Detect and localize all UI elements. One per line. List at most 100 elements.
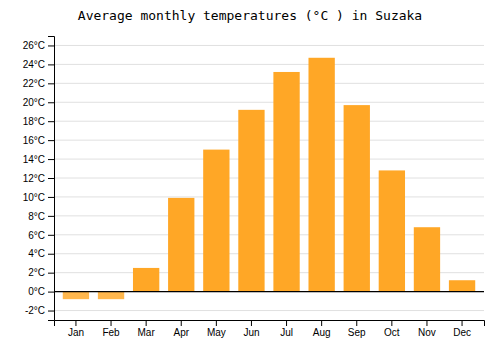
tick-mark [356, 320, 357, 326]
grid-line [54, 178, 484, 179]
tick: 10°C [23, 192, 54, 203]
bar [238, 110, 264, 292]
tick-label: 22°C [23, 78, 45, 89]
tick-mark [48, 159, 54, 160]
tick-label: 8°C [28, 211, 45, 222]
tick-label: 0°C [28, 286, 45, 297]
grid-line [54, 159, 484, 160]
bar [133, 268, 159, 292]
plot: -2°C 0°C 2°C 4°C 6°C 8°C 10°C 12°C 14°C 16°C 18°C 2… [23, 37, 485, 339]
tick-mark [48, 197, 54, 198]
tick-mark [48, 292, 54, 293]
tick: Aug [313, 320, 331, 338]
tick-mark [48, 83, 54, 84]
tick-mark [286, 320, 287, 326]
tick: 12°C [23, 173, 54, 184]
title: Average monthly temperatures (°C ) in Su… [78, 8, 422, 23]
tick-label: May [207, 327, 226, 338]
tick-mark [321, 320, 322, 326]
tick-mark [462, 320, 463, 326]
grid-line [54, 64, 484, 65]
grid-line [54, 121, 484, 122]
bar [273, 72, 299, 292]
tick-mark [48, 235, 54, 236]
axis-line [48, 37, 55, 321]
tick: 8°C [28, 211, 54, 222]
tick-label: 16°C [23, 135, 45, 146]
tick-label: 4°C [28, 248, 45, 259]
x-axis: Jan Feb Mar Apr May Jun Jul Aug Sep Oct Nov Dec [55, 320, 485, 338]
bar [63, 292, 89, 300]
grid-line [54, 83, 484, 84]
tick-label: Apr [173, 327, 189, 338]
tick-label: 2°C [28, 267, 45, 278]
tick: Oct [384, 320, 400, 338]
tick-mark [48, 178, 54, 179]
tick-label: 24°C [23, 59, 45, 70]
tick-label: Aug [313, 327, 331, 338]
tick: Jun [243, 320, 259, 338]
grid-line [54, 102, 484, 103]
tick: 2°C [28, 267, 54, 278]
grid-line [54, 196, 484, 197]
tick-label: Sep [348, 327, 366, 338]
bar [344, 105, 370, 291]
grid-line [54, 45, 484, 46]
grid-line [54, 310, 484, 311]
tick-mark [48, 273, 54, 274]
tick-label: 12°C [23, 173, 45, 184]
tick-mark [48, 121, 54, 122]
tick: -2°C [25, 305, 54, 316]
tick-mark [48, 216, 54, 217]
tick-mark [48, 140, 54, 141]
tick: 18°C [23, 116, 54, 127]
tick-label: 6°C [28, 230, 45, 241]
bar [449, 280, 475, 291]
grid-line [54, 140, 484, 141]
bars [54, 58, 484, 299]
grid-line [54, 215, 484, 216]
grid [54, 45, 484, 310]
tick: Mar [138, 320, 156, 338]
tick: Feb [102, 320, 120, 338]
bar [308, 58, 334, 292]
grid-line [54, 291, 484, 292]
tick: May [207, 320, 226, 338]
tick: 16°C [23, 135, 54, 146]
tick-label: Feb [102, 327, 120, 338]
tick: Sep [348, 320, 366, 338]
tick: Jan [68, 320, 84, 338]
tick-label: 10°C [23, 192, 45, 203]
tick-mark [216, 320, 217, 326]
tick-mark [146, 320, 147, 326]
tick-mark [251, 320, 252, 326]
tick-mark [181, 320, 182, 326]
tick-mark [426, 320, 427, 326]
tick-label: Jun [243, 327, 259, 338]
chart: Average monthly temperatures (°C ) in Su… [0, 0, 500, 350]
tick: 6°C [28, 230, 54, 241]
tick-mark [48, 311, 54, 312]
bar [168, 198, 194, 292]
tick: Apr [173, 320, 189, 338]
tick-label: 14°C [23, 154, 45, 165]
bar [203, 150, 229, 292]
bar [379, 170, 405, 291]
tick: Dec [453, 320, 471, 338]
tick-mark [391, 320, 392, 326]
bar [98, 292, 124, 300]
tick: 14°C [23, 154, 54, 165]
tick-label: -2°C [25, 305, 45, 316]
axis-line [55, 321, 485, 327]
tick-label: Jul [280, 327, 293, 338]
tick-label: 20°C [23, 97, 45, 108]
bar [414, 227, 440, 291]
tick: Jul [280, 320, 293, 338]
tick-label: Mar [138, 327, 156, 338]
tick-mark [75, 320, 76, 326]
tick: 20°C [23, 97, 54, 108]
tick-mark [48, 64, 54, 65]
tick-mark [48, 254, 54, 255]
tick-label: Nov [418, 327, 436, 338]
tick-label: Dec [453, 327, 471, 338]
